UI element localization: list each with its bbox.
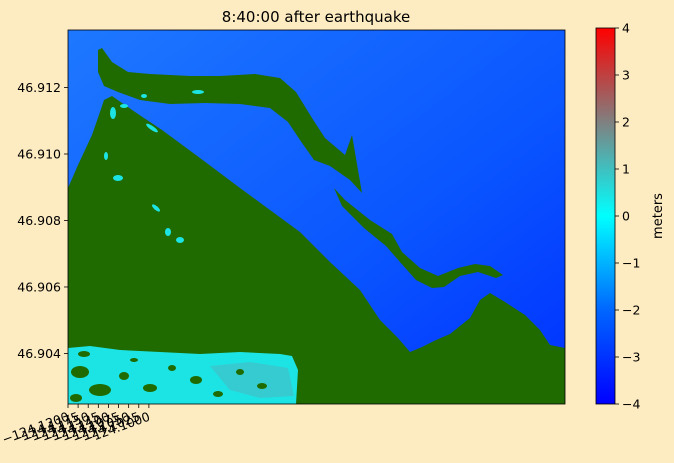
colorbar-tick-label: −3 [622, 350, 640, 365]
colorbar-tick-label: 3 [622, 68, 630, 83]
colorbar-tick-label: 0 [622, 209, 630, 224]
y-tick-label: 46.908 [17, 213, 61, 228]
colorbar-tick-label: −1 [622, 256, 640, 271]
chart-title: 8:40:00 after earthquake [222, 8, 410, 26]
inland-ponds [104, 90, 204, 243]
axes-frame [67, 29, 566, 405]
land-bay-spit [334, 188, 503, 288]
y-tick-label: 46.904 [17, 346, 61, 361]
y-tick-label: 46.912 [17, 80, 61, 95]
colorbar-tick-label: 4 [622, 21, 630, 36]
inundation-shade [210, 362, 294, 398]
colorbar-label: meters [651, 193, 666, 239]
colorbar [595, 27, 616, 405]
y-axis: 46.904 46.906 46.908 46.910 46.912 [17, 80, 68, 361]
y-tick-label: 46.910 [17, 147, 61, 162]
colorbar-tick-label: 1 [622, 162, 630, 177]
y-tick-label: 46.906 [17, 279, 61, 294]
colorbar-tick-label: −4 [622, 397, 640, 412]
land-north-spit [98, 48, 362, 193]
inundation-land-patches [70, 351, 267, 402]
plot-area [68, 30, 565, 404]
x-axis: −124.1200−124.1175−124.1150−124.1125−124… [0, 404, 152, 447]
colorbar-axis: −4 −3 −2 −1 0 1 2 3 4 [615, 21, 640, 412]
colorbar-tick-label: 2 [622, 115, 630, 130]
land-main [68, 96, 565, 404]
colorbar-tick-label: −2 [622, 303, 640, 318]
